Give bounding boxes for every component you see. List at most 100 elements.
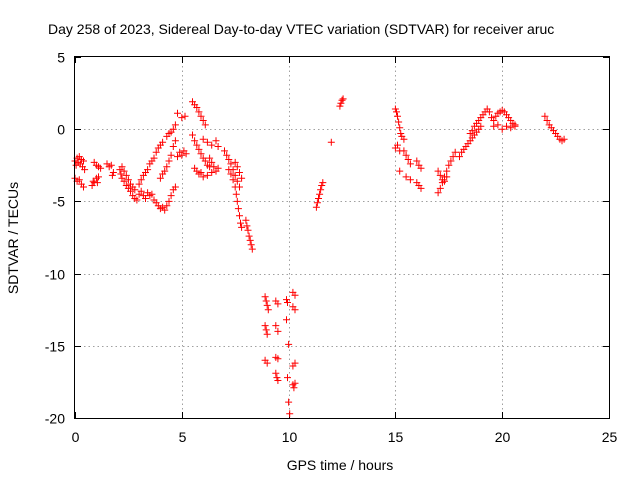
data-point — [163, 202, 171, 210]
data-point — [272, 369, 280, 377]
data-point — [214, 143, 222, 150]
data-point — [163, 163, 171, 171]
data-point — [247, 241, 255, 249]
data-point — [133, 196, 141, 204]
y-tick-label: -20 — [45, 411, 65, 427]
data-point — [284, 374, 291, 382]
data-point — [120, 177, 128, 185]
x-tick-label: 15 — [388, 429, 404, 445]
data-point — [117, 170, 125, 178]
data-point — [238, 223, 246, 231]
data-point — [231, 158, 239, 166]
data-point — [507, 124, 515, 132]
chart-title: Day 258 of 2023, Sidereal Day-to-day VTE… — [48, 21, 554, 37]
data-point — [313, 199, 321, 207]
data-point — [171, 137, 179, 145]
data-point — [212, 137, 220, 145]
y-tick-label: -5 — [53, 194, 66, 210]
data-point — [434, 167, 442, 175]
x-axis-title: GPS time / hours — [287, 457, 394, 473]
data-point — [122, 171, 130, 179]
data-point — [227, 170, 235, 178]
data-point — [274, 327, 282, 335]
data-point — [449, 153, 457, 161]
data-point — [120, 167, 128, 175]
data-point — [197, 150, 205, 158]
data-point — [109, 169, 117, 176]
data-point — [195, 145, 203, 153]
data-point — [434, 189, 442, 197]
data-point — [178, 114, 186, 122]
data-point — [451, 148, 459, 156]
data-point — [400, 147, 408, 155]
data-point — [161, 167, 169, 175]
data-point — [319, 179, 327, 187]
data-point — [201, 157, 209, 165]
data-point — [127, 187, 134, 195]
data-point — [413, 157, 421, 165]
y-tick-label: 5 — [57, 50, 65, 66]
data-point — [261, 322, 269, 330]
data-point — [262, 326, 270, 334]
data-point — [214, 164, 222, 172]
data-point — [291, 306, 299, 314]
data-point — [236, 212, 243, 220]
data-point — [237, 219, 244, 227]
data-point — [137, 187, 145, 195]
data-point — [227, 160, 235, 168]
data-point — [75, 176, 83, 184]
data-point — [406, 160, 414, 168]
data-point — [393, 108, 400, 116]
data-point — [193, 141, 201, 149]
data-point — [316, 190, 324, 198]
data-point — [225, 166, 233, 174]
data-point — [285, 340, 293, 348]
grid — [75, 57, 609, 418]
tick-labels: 0 5 10 15 20 25 5 0 -5 -10 -15 -20 — [45, 50, 618, 446]
data-point — [248, 245, 256, 253]
data-point — [396, 124, 404, 132]
data-point — [511, 121, 519, 129]
data-point — [124, 176, 132, 184]
data-point — [443, 173, 451, 181]
data-point — [233, 163, 241, 171]
data-point — [165, 197, 173, 205]
data-point — [167, 192, 175, 200]
data-point — [243, 222, 251, 230]
x-tick-label: 20 — [495, 429, 511, 445]
data-point — [468, 127, 476, 135]
data-point — [199, 135, 207, 143]
data-point — [503, 122, 510, 130]
y-tick-label: 0 — [57, 122, 65, 138]
data-point — [199, 173, 207, 181]
data-point — [394, 141, 401, 149]
y-tick-label: -10 — [45, 267, 65, 283]
data-point — [242, 216, 250, 224]
data-point — [225, 156, 233, 163]
data-point — [80, 157, 87, 165]
data-point — [445, 161, 453, 169]
data-point — [494, 121, 502, 129]
data-point — [327, 138, 335, 146]
data-point — [406, 176, 414, 184]
y-tick-label: -15 — [45, 339, 65, 355]
data-point — [169, 125, 177, 133]
data-point — [417, 184, 425, 192]
data-point — [206, 154, 214, 162]
data-point — [436, 184, 444, 192]
data-point — [161, 206, 169, 214]
data-point — [397, 130, 405, 137]
data-point — [234, 205, 242, 213]
data-point — [238, 174, 246, 182]
data-point — [274, 355, 282, 363]
data-point — [223, 151, 231, 159]
data-point — [159, 138, 167, 146]
data-point — [152, 148, 160, 156]
data-point — [137, 176, 145, 184]
data-point — [315, 195, 322, 202]
data-point — [263, 330, 271, 338]
data-point — [337, 99, 345, 107]
data-point — [274, 300, 282, 308]
data-point — [165, 157, 173, 165]
data-point — [291, 379, 299, 387]
